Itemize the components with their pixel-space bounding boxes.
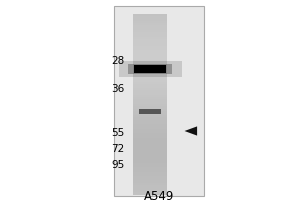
Bar <box>133 43 167 46</box>
Bar <box>133 113 167 116</box>
Bar <box>133 19 167 21</box>
Bar <box>133 93 167 96</box>
Bar <box>133 14 167 17</box>
Bar <box>133 151 167 154</box>
Bar <box>133 165 167 168</box>
Text: A549: A549 <box>144 190 174 200</box>
Bar <box>133 106 167 109</box>
Bar <box>133 102 167 105</box>
Bar <box>133 84 167 87</box>
Bar <box>133 138 167 141</box>
Bar <box>133 59 167 62</box>
Bar <box>133 50 167 53</box>
Bar <box>133 185 167 188</box>
Bar <box>133 30 167 33</box>
Bar <box>133 117 167 120</box>
Bar <box>133 32 167 35</box>
Bar <box>133 160 167 163</box>
Bar <box>133 27 167 30</box>
Bar <box>133 86 167 89</box>
Bar <box>133 48 167 51</box>
Bar <box>133 122 167 125</box>
Bar <box>133 133 167 136</box>
Bar <box>133 21 167 24</box>
Bar <box>133 180 167 183</box>
Bar <box>133 169 167 172</box>
Bar <box>133 88 167 91</box>
Bar <box>133 39 167 42</box>
Bar <box>133 158 167 161</box>
Bar <box>133 178 167 181</box>
Bar <box>133 34 167 37</box>
Bar <box>133 120 167 123</box>
Bar <box>133 104 167 107</box>
Bar <box>133 68 167 71</box>
Bar <box>133 57 167 60</box>
Bar <box>114 6 204 196</box>
Bar <box>133 36 167 39</box>
Bar <box>133 124 167 127</box>
Bar <box>133 149 167 152</box>
Text: 72: 72 <box>111 144 124 154</box>
Bar <box>133 183 167 186</box>
Bar <box>133 142 167 145</box>
Bar <box>133 54 167 57</box>
Bar <box>133 190 167 192</box>
Bar <box>133 46 167 48</box>
Bar <box>133 136 167 138</box>
Text: 95: 95 <box>111 160 124 170</box>
Bar <box>133 127 167 129</box>
Bar <box>133 156 167 159</box>
Bar <box>133 115 167 118</box>
Bar <box>133 111 167 114</box>
Bar <box>133 16 167 19</box>
Bar <box>133 187 167 190</box>
Bar <box>133 41 167 44</box>
Text: 36: 36 <box>111 84 124 94</box>
Polygon shape <box>184 126 197 136</box>
Bar <box>133 95 167 98</box>
Bar <box>118 61 182 77</box>
Bar <box>133 66 167 69</box>
Bar <box>133 64 167 66</box>
Bar <box>133 72 167 75</box>
Bar <box>139 108 161 114</box>
Bar <box>128 64 172 74</box>
Bar <box>133 171 167 174</box>
Bar <box>133 174 167 177</box>
Bar <box>134 65 166 73</box>
Bar <box>133 25 167 28</box>
Bar <box>133 176 167 179</box>
Bar <box>133 167 167 170</box>
Text: 55: 55 <box>111 128 124 138</box>
Bar <box>133 61 167 64</box>
Bar <box>133 144 167 147</box>
Bar <box>133 97 167 100</box>
Bar <box>133 90 167 93</box>
Bar <box>133 99 167 102</box>
Bar <box>133 147 167 150</box>
Bar <box>133 129 167 132</box>
Bar <box>133 23 167 26</box>
Bar <box>133 52 167 55</box>
Bar <box>133 192 167 195</box>
Bar <box>133 162 167 165</box>
Bar <box>133 108 167 111</box>
Bar <box>133 79 167 82</box>
Bar <box>133 131 167 134</box>
Bar <box>133 153 167 156</box>
Text: 28: 28 <box>111 56 124 66</box>
Bar <box>133 70 167 73</box>
Bar <box>133 75 167 78</box>
Bar <box>133 82 167 84</box>
Bar <box>133 77 167 80</box>
Bar <box>133 140 167 143</box>
